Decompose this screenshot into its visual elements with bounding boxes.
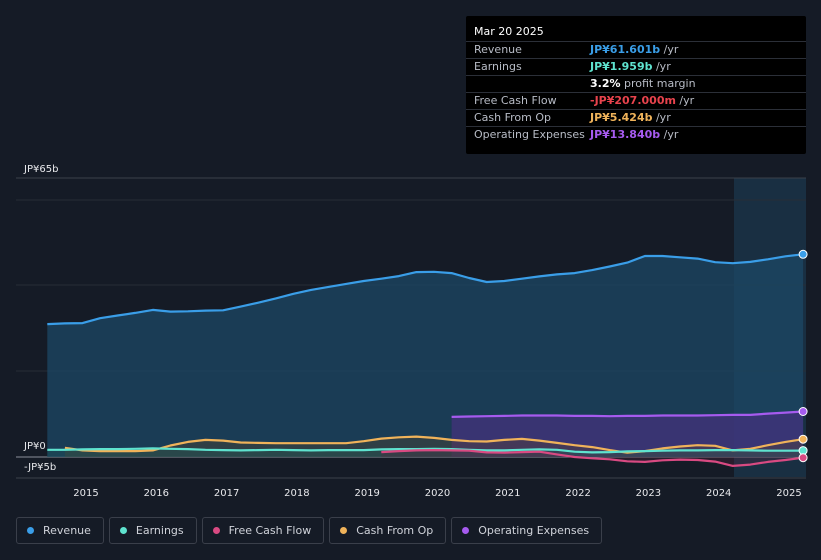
x-tick-label: 2015 [73,488,98,499]
tooltip-row-value: JP¥1.959b /yr [590,60,671,73]
tooltip-row-unit: /yr [652,111,671,124]
legend-dot-icon [462,527,470,534]
legend-dot-icon [27,527,34,534]
operating-expenses-line [451,410,804,418]
tooltip-row: Earnings JP¥1.959b /yr [466,58,806,76]
x-tick-label: 2020 [425,488,450,499]
series-endpoints [798,249,808,463]
x-tick-label: 2019 [354,488,379,499]
tooltip-panel: Mar 20 2025 Revenue JP¥61.601b /yr Earning… [466,16,806,154]
tooltip-date: Mar 20 2025 [474,25,544,38]
cash-from-op-line [64,435,804,454]
tooltip-row: Operating Expenses JP¥13.840b /yr [466,126,806,144]
series-areas [47,254,804,466]
tooltip-row-label: Earnings [474,60,522,73]
revenue-line [47,253,804,326]
tooltip-row: Free Cash Flow -JP¥207.000m /yr [466,92,806,110]
legend-dot-icon [119,527,127,534]
legend-item-free-cash-flow[interactable]: Free Cash Flow [201,517,325,544]
operating-expenses-endpoint [798,407,808,416]
tooltip-row-value: JP¥5.424b /yr [590,111,671,124]
tooltip-row-unit: /yr [660,128,679,141]
free-cash-flow-line [381,449,804,467]
x-tick-label: 2016 [144,488,169,499]
y-tick-label: JP¥65b [23,164,58,175]
legend-label: Revenue [43,524,91,537]
series-lines [47,253,804,467]
tooltip-row-unit: /yr [675,94,695,107]
y-tick-label: -JP¥5b [24,462,56,473]
cash-from-op-endpoint [798,434,808,444]
legend-item-revenue[interactable]: Revenue [16,517,104,544]
legend-dot-icon [340,527,348,534]
earnings-line [47,447,804,454]
x-tick-label: 2022 [565,488,590,499]
x-axis: 2015 2016 2017 2018 2019 2020 2021 2022 2023 2024… [73,488,801,499]
x-tick-label: 2017 [214,488,239,499]
x-tick-label: 2024 [706,488,731,499]
tooltip-row-label: Revenue [474,43,522,56]
tooltip-row-label: Free Cash Flow [474,94,557,107]
tooltip-row-unit: profit margin [620,77,696,90]
legend-label: Cash From Op [356,524,434,537]
legend-item-earnings[interactable]: Earnings [108,517,197,544]
tooltip-row-label: Operating Expenses [474,128,585,141]
x-tick-label: 2025 [776,488,801,499]
x-tick-label: 2018 [284,488,309,499]
free-cash-flow-endpoint [798,453,808,463]
revenue-endpoint [798,249,808,259]
legend-item-operating-expenses[interactable]: Operating Expenses [451,517,603,544]
tooltip-row-value: -JP¥207.000m /yr [590,94,695,107]
tooltip-row: 3.2% profit margin [466,75,806,93]
legend: Revenue Earnings Free Cash Flow Cash From O… [16,517,603,546]
revenue-area [47,254,804,457]
tooltip-row-value: JP¥13.840b /yr [590,128,679,141]
tooltip-row: Cash From Op JP¥5.424b /yr [466,109,806,127]
x-tick-label: 2023 [636,488,661,499]
tooltip-row-unit: /yr [652,60,671,73]
legend-item-cash-from-op[interactable]: Cash From Op [329,517,447,544]
legend-dot-icon [212,527,220,534]
y-tick-label: JP¥0 [23,441,46,452]
y-axis: JP¥65b JP¥0 -JP¥5b [23,164,58,473]
tooltip-row-value: 3.2% profit margin [590,77,696,90]
legend-label: Free Cash Flow [228,524,312,537]
tooltip-row-unit: /yr [660,43,679,56]
tooltip-row-value: JP¥61.601b /yr [590,43,679,56]
legend-label: Earnings [135,524,184,537]
tooltip-row: Revenue JP¥61.601b /yr [466,41,806,59]
tooltip-row-label: Cash From Op [474,111,552,124]
x-tick-label: 2021 [495,488,520,499]
legend-label: Operating Expenses [478,524,590,537]
